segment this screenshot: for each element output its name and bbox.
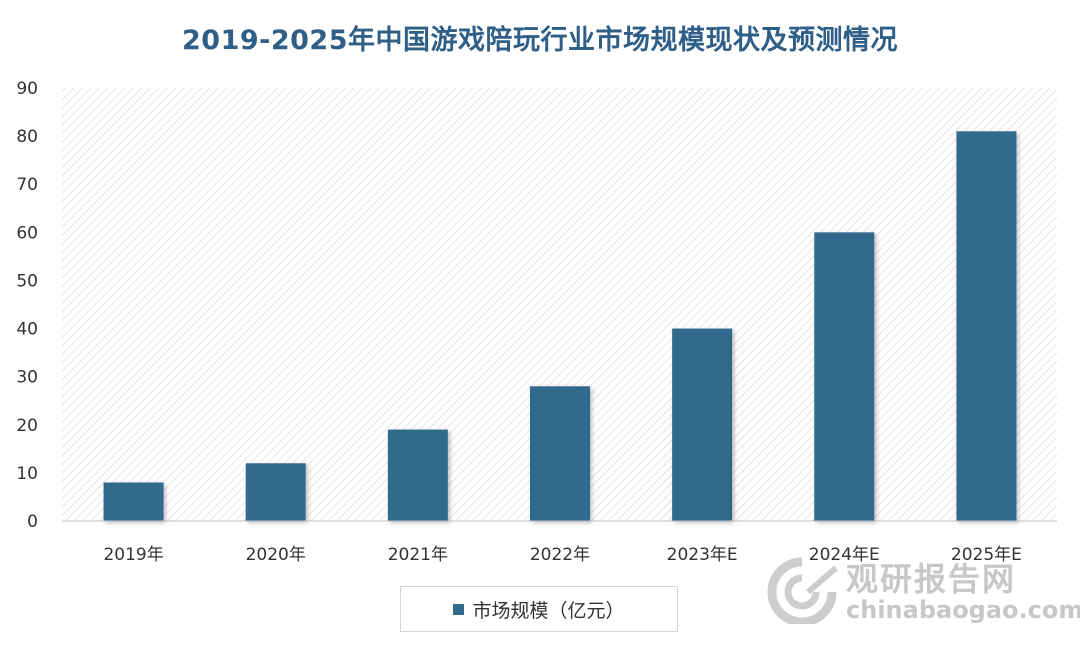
y-tick-label: 80 bbox=[16, 127, 38, 147]
x-tick-label: 2025年E bbox=[951, 545, 1022, 565]
chart-title: 2019-2025年中国游戏陪玩行业市场规模现状及预测情况 bbox=[182, 25, 898, 56]
watermark: 观研报告网 chinabaogao.com bbox=[762, 548, 1080, 638]
y-tick-label: 50 bbox=[16, 271, 38, 291]
bar bbox=[103, 482, 164, 521]
bar bbox=[956, 131, 1017, 522]
watermark-text-cn: 观研报告网 bbox=[846, 560, 1017, 598]
x-tick-label: 2024年E bbox=[809, 545, 880, 565]
y-tick-label: 60 bbox=[16, 223, 38, 243]
x-tick-label: 2021年 bbox=[388, 545, 448, 565]
y-tick-label: 0 bbox=[27, 512, 38, 532]
bar bbox=[245, 463, 306, 521]
x-tick-label: 2019年 bbox=[103, 545, 163, 565]
bar bbox=[814, 232, 875, 522]
legend-swatch bbox=[453, 603, 465, 615]
bar bbox=[672, 328, 733, 521]
y-tick-label: 70 bbox=[16, 175, 38, 195]
legend: 市场规模（亿元） bbox=[400, 586, 678, 632]
legend-label: 市场规模（亿元） bbox=[472, 599, 625, 622]
x-tick-label: 2023年E bbox=[667, 545, 738, 565]
y-tick-label: 90 bbox=[16, 79, 38, 99]
y-tick-label: 40 bbox=[16, 320, 38, 340]
y-tick-label: 10 bbox=[16, 464, 38, 484]
watermark-text-en: chinabaogao.com bbox=[846, 596, 1080, 624]
y-tick-label: 20 bbox=[16, 416, 38, 436]
x-tick-label: 2022年 bbox=[530, 545, 590, 565]
y-tick-label: 30 bbox=[16, 368, 38, 388]
x-tick-label: 2020年 bbox=[246, 545, 306, 565]
watermark-logo-icon bbox=[767, 557, 838, 624]
bar bbox=[387, 429, 448, 521]
bar bbox=[530, 386, 590, 521]
